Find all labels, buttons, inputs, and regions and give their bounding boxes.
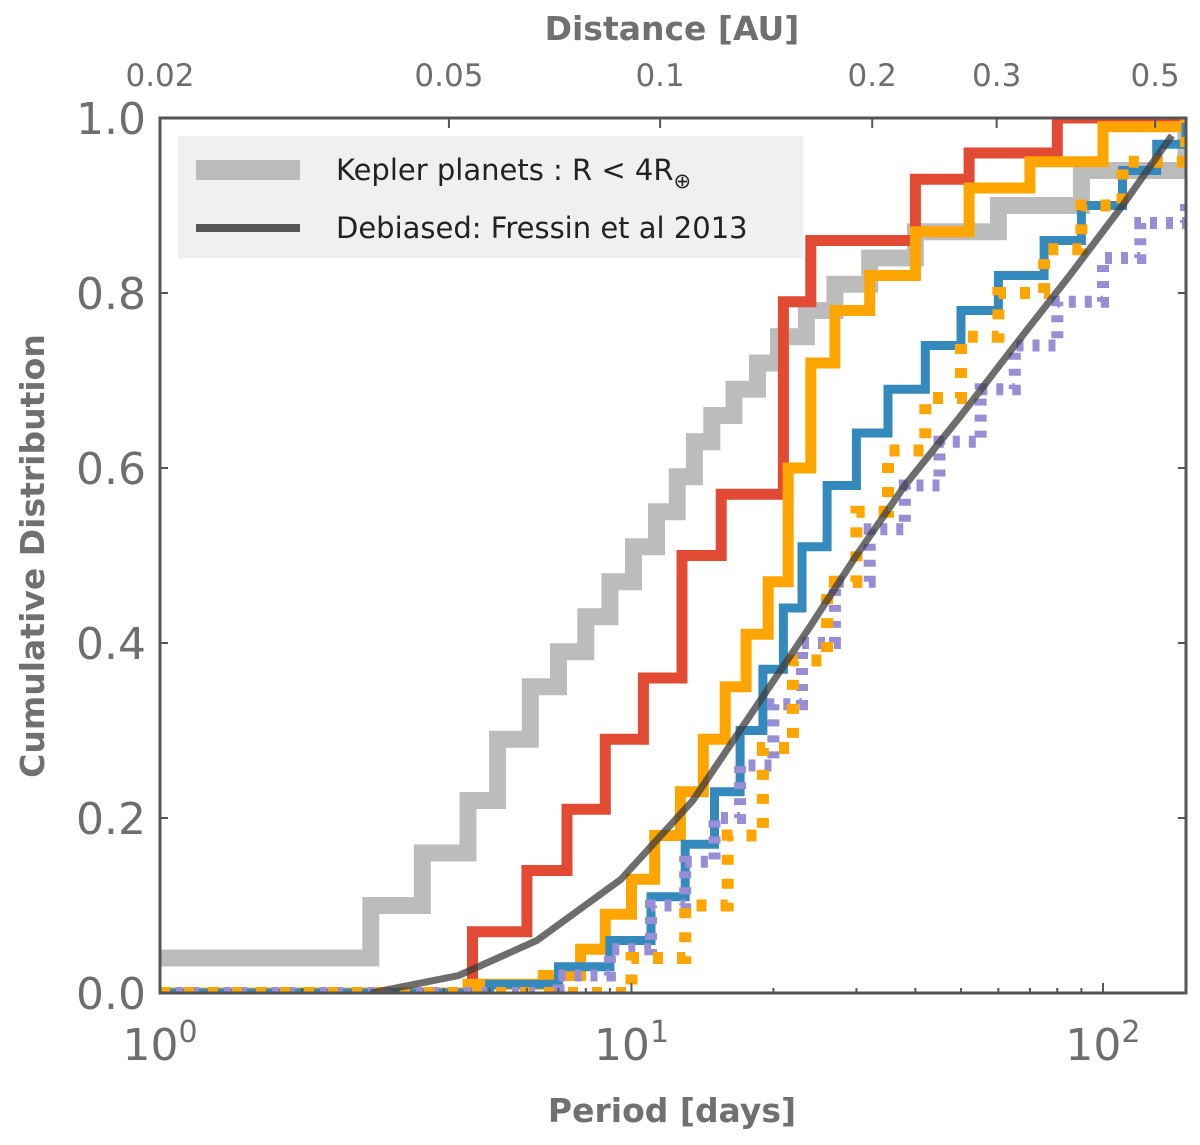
x-tick-label: 101 bbox=[594, 1015, 669, 1071]
legend: Kepler planets : R < 4R⊕ Debiased: Fressi… bbox=[178, 136, 803, 258]
plot-area bbox=[160, 118, 1186, 993]
series-line-2 bbox=[160, 118, 1186, 993]
legend-box bbox=[178, 136, 803, 258]
y-tick-label: 1.0 bbox=[76, 94, 146, 145]
y-tick-label: 0.2 bbox=[76, 794, 146, 845]
y-tick-label: 0.6 bbox=[76, 444, 146, 495]
plot-background bbox=[160, 118, 1186, 993]
series-line-7 bbox=[370, 133, 1175, 993]
top-tick-label: 0.05 bbox=[414, 58, 483, 94]
legend-label-1: Kepler planets : R < 4R⊕ bbox=[336, 153, 691, 193]
top-tick-label: 0.02 bbox=[125, 58, 194, 94]
legend-label-2: Debiased: Fressin et al 2013 bbox=[336, 211, 748, 245]
x-tick-label: 100 bbox=[122, 1015, 197, 1071]
axes-frame bbox=[158, 116, 1188, 995]
top-tick-label: 0.2 bbox=[848, 58, 897, 94]
top-tick-label: 0.3 bbox=[972, 58, 1021, 94]
y-axis-title: Cumulative Distribution bbox=[13, 334, 52, 778]
x-axis-title: Period [days] bbox=[548, 1091, 796, 1130]
axis-ticks: 0.0 0.2 0.4 0.6 0.8 1.0 100 101 102 0.02 0.05 0.1 0.… bbox=[76, 58, 1186, 1071]
series-line-5 bbox=[160, 190, 1186, 993]
top-tick-label: 0.1 bbox=[635, 58, 684, 94]
x-tick-label: 102 bbox=[1065, 1015, 1140, 1071]
series-line-3 bbox=[160, 118, 1186, 993]
top-tick-label: 0.5 bbox=[1130, 58, 1179, 94]
y-tick-label: 0.8 bbox=[76, 269, 146, 320]
series-group bbox=[160, 118, 1186, 993]
plot-frame bbox=[158, 116, 1188, 995]
y-tick-label: 0.4 bbox=[76, 619, 146, 670]
top-axis-title: Distance [AU] bbox=[545, 9, 800, 48]
y-tick-label: 0.0 bbox=[76, 969, 146, 1020]
